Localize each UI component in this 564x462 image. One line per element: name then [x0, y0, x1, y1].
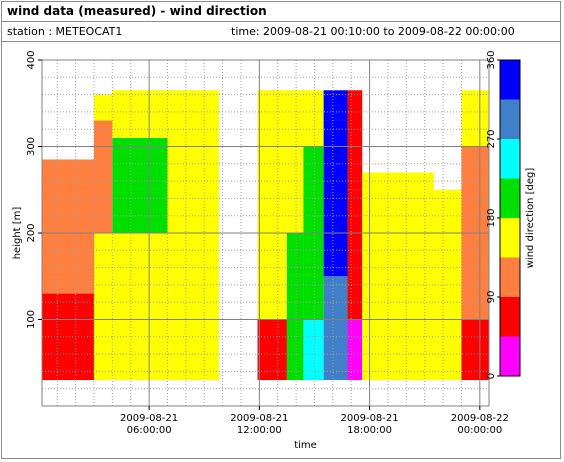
- y-axis-label: height [m]: [12, 207, 23, 260]
- x-tick-label: 00:00:00: [457, 425, 502, 436]
- heatmap-cell: [42, 293, 94, 381]
- title-bar: wind data (measured) - wind direction: [1, 1, 561, 22]
- colorbar-tick-label: 90: [486, 291, 497, 304]
- colorbar-bin: [500, 178, 520, 218]
- heatmap-cell: [323, 90, 348, 121]
- heatmap-cell: [303, 90, 324, 147]
- colorbar-tick-label: 180: [486, 208, 497, 227]
- heatmap-cell: [347, 90, 363, 190]
- heatmap-cell: [362, 172, 434, 381]
- heatmap-cell: [93, 120, 113, 233]
- heatmap-cell: [257, 319, 287, 381]
- heatmap-cell: [93, 94, 113, 121]
- heatmap-cell: [323, 120, 348, 277]
- colorbar-tick-label: 360: [486, 50, 497, 69]
- station-label: station : METEOCAT1: [7, 25, 123, 38]
- x-tick-label: 2009-08-21: [120, 413, 178, 424]
- x-tick-label: 2009-08-21: [230, 413, 288, 424]
- colorbar-label: wind direction [deg]: [525, 168, 536, 269]
- colorbar-bin: [500, 257, 520, 297]
- heatmap-cell: [461, 319, 489, 381]
- heatmap-cell: [347, 189, 363, 320]
- colorbar-bin: [500, 336, 520, 376]
- heatmap-cell: [286, 233, 304, 381]
- colorbar: 0 90 180 270 360: [486, 50, 521, 379]
- colorbar-tick-label: 0: [486, 373, 497, 379]
- heatmap-cell: [93, 233, 113, 381]
- time-range-label: time: 2009-08-21 00:10:00 to 2009-08-22 …: [231, 25, 515, 38]
- heatmap-cell: [167, 90, 219, 381]
- y-tick-label: 400: [26, 50, 37, 69]
- heatmap-cell: [461, 90, 489, 147]
- colorbar-tick-label: 270: [486, 129, 497, 148]
- heatmap-cell: [286, 90, 304, 234]
- heatmap-cell: [112, 233, 168, 381]
- grid-lines: [42, 60, 489, 406]
- heatmap-cell: [112, 137, 168, 233]
- heatmap-cell: [42, 159, 94, 294]
- y-tick-label: 300: [26, 137, 37, 156]
- axes: 1002003004002009-08-2106:00:002009-08-21…: [26, 50, 509, 436]
- heatmap-cells: [42, 90, 489, 381]
- heatmap-cell: [323, 276, 348, 381]
- chart-title: wind data (measured) - wind direction: [7, 4, 267, 18]
- x-tick-label: 12:00:00: [237, 425, 282, 436]
- x-tick-label: 2009-08-21: [341, 413, 399, 424]
- x-tick-label: 06:00:00: [127, 425, 172, 436]
- info-bar: station : METEOCAT1 time: 2009-08-21 00:…: [1, 22, 561, 42]
- x-tick-label: 18:00:00: [347, 425, 392, 436]
- y-tick-label: 100: [26, 310, 37, 329]
- colorbar-bin: [500, 99, 520, 139]
- heatmap-cell: [303, 319, 324, 381]
- colorbar-bin: [500, 139, 520, 179]
- heatmap-cell: [257, 90, 287, 320]
- heatmap-cell: [347, 319, 363, 381]
- y-tick-label: 200: [26, 223, 37, 242]
- colorbar-bin: [500, 60, 520, 100]
- x-tick-label: 2009-08-22: [451, 413, 509, 424]
- colorbar-bin: [500, 297, 520, 337]
- x-axis-label: time: [294, 440, 317, 451]
- colorbar-bin: [500, 218, 520, 258]
- heatmap-cell: [112, 90, 168, 138]
